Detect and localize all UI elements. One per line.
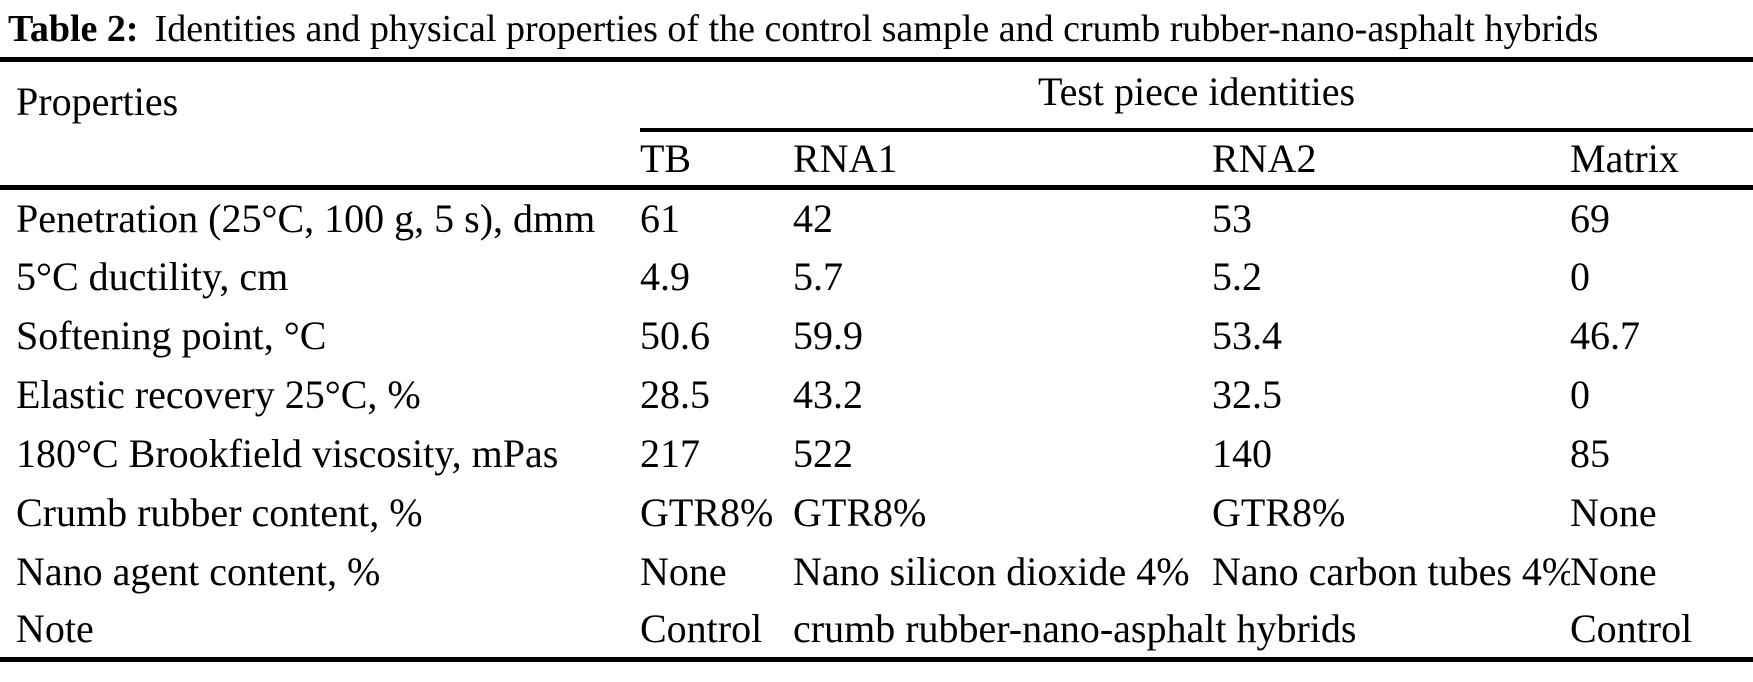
value-cell-matrix: 46.7 (1570, 312, 1640, 358)
value-cell-rna1: GTR8% (793, 489, 927, 535)
value-cell-matrix: 85 (1570, 430, 1610, 476)
value-cell-rna2: GTR8% (1212, 489, 1346, 535)
header-row-samples: TB RNA1 RNA2 Matrix (0, 129, 1753, 190)
value-cell-tb: 61 (640, 195, 680, 241)
table-row-crumb-rubber-content: Crumb rubber content, % GTR8% GTR8% GTR8… (0, 483, 1753, 542)
value-cell-tb: 28.5 (640, 371, 710, 417)
table-row-note: Note Control crumb rubber-nano-asphalt h… (0, 601, 1753, 660)
table-row-ductility: 5°C ductility, cm 4.9 5.7 5.2 0 (0, 247, 1753, 306)
value-cell-rna1: Nano silicon dioxide 4% (793, 548, 1190, 594)
property-cell: Nano agent content, % (16, 548, 381, 594)
value-cell-tb: GTR8% (640, 489, 774, 535)
property-cell: 180°C Brookfield viscosity, mPas (16, 430, 559, 476)
value-cell-matrix: 0 (1570, 253, 1590, 299)
column-header-properties: Properties (0, 59, 640, 190)
column-header-rna1: RNA1 (793, 129, 1212, 190)
value-cell-rna1: 5.7 (793, 253, 843, 299)
value-cell-tb: 217 (640, 430, 700, 476)
value-cell-rna2: 140 (1212, 430, 1272, 476)
table-row-softening-point: Softening point, °C 50.6 59.9 53.4 46.7 (0, 306, 1753, 365)
value-cell-tb: 4.9 (640, 253, 690, 299)
value-cell-tb: None (640, 548, 727, 594)
value-cell-matrix: None (1570, 548, 1657, 594)
value-cell-matrix: Control (1570, 606, 1693, 652)
value-cell-rna1: 42 (793, 195, 833, 241)
header-row-group: Properties Test piece identities (0, 59, 1753, 190)
group-header-test-piece-identities: Test piece identities (640, 59, 1753, 132)
value-cell-rna2: 32.5 (1212, 371, 1282, 417)
column-header-tb: TB (640, 129, 793, 190)
value-cell-tb: 50.6 (640, 312, 710, 358)
table-row-brookfield-viscosity: 180°C Brookfield viscosity, mPas 217 522… (0, 424, 1753, 483)
table-caption-text: Identities and physical properties of th… (154, 7, 1599, 50)
value-cell-rna2: 5.2 (1212, 253, 1262, 299)
property-cell: Crumb rubber content, % (16, 489, 423, 535)
table-caption-label: Table 2: (8, 7, 139, 50)
value-cell-rna1-rna2-span: crumb rubber-nano-asphalt hybrids (793, 606, 1357, 652)
value-cell-matrix: 0 (1570, 371, 1590, 417)
value-cell-rna1: 43.2 (793, 371, 863, 417)
value-cell-rna1: 522 (793, 430, 853, 476)
value-cell-matrix: None (1570, 489, 1657, 535)
table-body: Penetration (25°C, 100 g, 5 s), dmm 61 4… (0, 188, 1753, 660)
column-header-rna2: RNA2 (1212, 129, 1570, 190)
value-cell-rna2: Nano carbon tubes 4% (1212, 548, 1570, 594)
properties-table: Properties Test piece identities TB RNA1… (0, 57, 1753, 662)
property-cell: Penetration (25°C, 100 g, 5 s), dmm (16, 195, 596, 241)
column-header-matrix: Matrix (1570, 129, 1753, 190)
table-caption: Table 2: Identities and physical propert… (0, 0, 1753, 57)
property-cell: 5°C ductility, cm (16, 253, 289, 299)
property-cell: Elastic recovery 25°C, % (16, 371, 421, 417)
value-cell-rna2: 53.4 (1212, 312, 1282, 358)
property-cell: Note (16, 606, 94, 652)
table-row-penetration: Penetration (25°C, 100 g, 5 s), dmm 61 4… (0, 188, 1753, 247)
value-cell-rna2: 53 (1212, 195, 1252, 241)
value-cell-matrix: 69 (1570, 195, 1610, 241)
table-row-nano-agent-content: Nano agent content, % None Nano silicon … (0, 542, 1753, 601)
property-cell: Softening point, °C (16, 312, 327, 358)
value-cell-rna1: 59.9 (793, 312, 863, 358)
value-cell-tb: Control (640, 606, 763, 652)
table-row-elastic-recovery: Elastic recovery 25°C, % 28.5 43.2 32.5 … (0, 365, 1753, 424)
